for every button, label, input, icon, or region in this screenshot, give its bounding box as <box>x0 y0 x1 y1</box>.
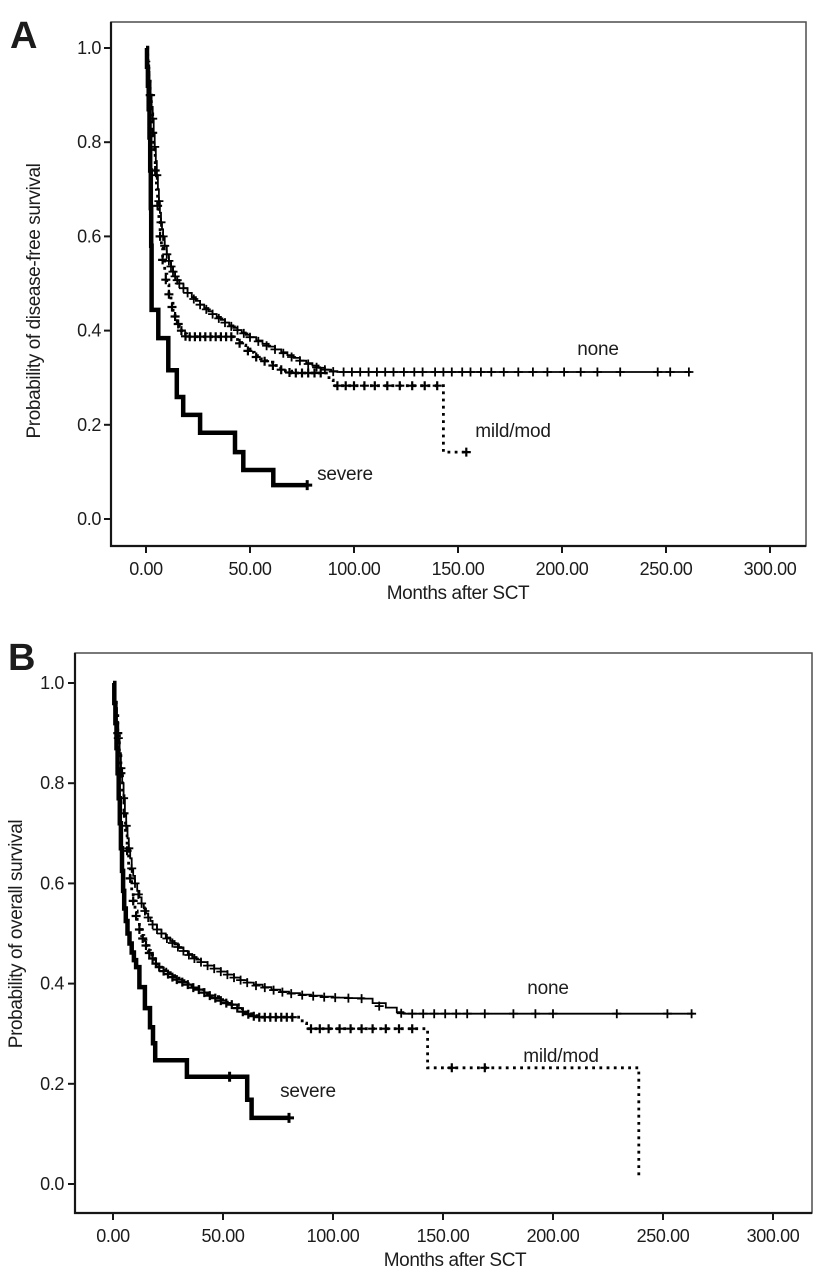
panel-a-y-axis-title: Probability of disease-free survival <box>24 164 45 439</box>
x-axis-tick-label: 100.00 <box>307 1226 360 1246</box>
panel-a-series-label-none: none <box>577 339 618 360</box>
panel-b-y-axis-title: Probability of overall survival <box>6 820 27 1048</box>
x-axis-tick-label: 200.00 <box>536 559 589 579</box>
survival-curve-severe <box>112 680 289 1121</box>
panel-b-series-label-mild-mod: mild/mod <box>523 1046 598 1067</box>
x-axis-tick-label: 0.00 <box>96 1226 130 1246</box>
panel-a-x-axis-title: Months after SCT <box>387 583 530 604</box>
y-axis-tick-label: 0.4 <box>40 974 64 994</box>
panel-a-series-label-mild-mod: mild/mod <box>475 421 550 442</box>
y-axis-tick-label: 0.8 <box>77 132 101 152</box>
x-axis-tick-label: 250.00 <box>640 559 693 579</box>
survival-curve-mild_mod <box>146 46 467 454</box>
axis-lines <box>109 22 806 548</box>
x-axis-tick-label: 50.00 <box>228 559 271 579</box>
y-axis-tick-label: 0.6 <box>77 226 101 246</box>
x-axis-tick-label: 150.00 <box>417 1226 470 1246</box>
panel-a-series-label-severe: severe <box>317 464 373 485</box>
panel-b-x-axis-title: Months after SCT <box>384 1250 527 1271</box>
y-axis-tick-label: 0.8 <box>40 773 64 793</box>
y-axis-tick-label: 0.6 <box>40 873 64 893</box>
panel-b-letter: B <box>8 637 34 679</box>
y-axis-tick-label: 0.4 <box>77 321 101 341</box>
x-axis-tick-label: 100.00 <box>328 559 381 579</box>
censor-marks-severe <box>224 1071 294 1123</box>
censor-marks-none <box>113 733 697 1019</box>
panel-a: 0.00 50.00 100.00 150.00 200.00 250.00 300.00 1… <box>10 15 807 604</box>
panel-b: 0.00 50.00 100.00 150.00 200.00 250.00 300.00 1… <box>6 637 813 1271</box>
x-axis-tick-label: 0.00 <box>129 559 163 579</box>
y-axis-tick-label: 0.2 <box>77 415 101 435</box>
censor-marks-mild_mod <box>145 90 471 457</box>
y-axis-tick-label: 0.0 <box>77 509 101 529</box>
axis-lines <box>73 653 812 1215</box>
x-axis-tick-label: 300.00 <box>744 559 797 579</box>
plot-frame-b <box>74 652 813 1214</box>
y-axis-tick-label: 0.2 <box>40 1074 64 1094</box>
x-axis-tick-label: 200.00 <box>527 1226 580 1246</box>
censor-marks-severe <box>302 480 313 491</box>
y-axis-tick-label: 0.0 <box>40 1174 64 1194</box>
survival-curve-mild_mod <box>113 681 641 1178</box>
plot-frame-a <box>110 21 807 547</box>
y-axis-tick-label: 1.0 <box>40 673 64 693</box>
panel-b-series-label-severe: severe <box>280 1081 336 1102</box>
panel-b-series-label-none: none <box>527 978 568 999</box>
censor-marks-none <box>146 90 694 377</box>
x-axis-tick-label: 150.00 <box>432 559 485 579</box>
survival-curve-severe <box>144 45 308 488</box>
x-axis-tick-label: 300.00 <box>747 1226 800 1246</box>
x-axis-tick-label: 250.00 <box>637 1226 690 1246</box>
panel-a-plot-area: 0.00 50.00 100.00 150.00 200.00 250.00 300.00 1… <box>77 22 806 579</box>
y-axis-tick-label: 1.0 <box>77 38 101 58</box>
x-axis-tick-label: 50.00 <box>201 1226 244 1246</box>
panel-a-letter: A <box>10 15 37 57</box>
panel-b-plot-area: 0.00 50.00 100.00 150.00 200.00 250.00 300.00 1… <box>40 653 812 1246</box>
